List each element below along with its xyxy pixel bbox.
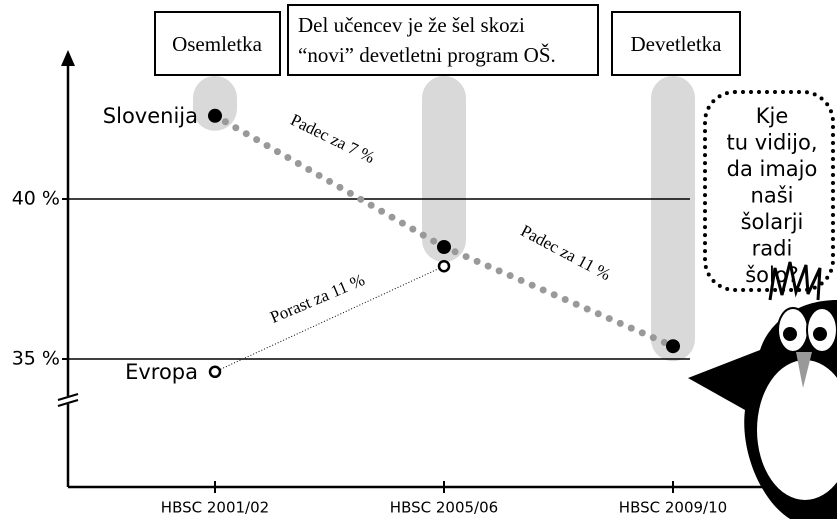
header-box bbox=[287, 4, 599, 76]
data-point bbox=[437, 259, 451, 273]
bubble-text: da imajo bbox=[727, 157, 818, 181]
y-tick-label: 35 % bbox=[12, 348, 60, 370]
annotation: Padec za 7 % bbox=[288, 110, 378, 167]
bubble-text: tu vidijo, bbox=[726, 131, 817, 155]
highlight-band bbox=[651, 76, 695, 362]
y-tick-label: 40 % bbox=[12, 188, 60, 210]
x-tick-label: HBSC 2009/10 bbox=[619, 499, 727, 517]
annotation: Padec za 11 % bbox=[518, 221, 614, 284]
speech-bubble bbox=[703, 90, 835, 292]
data-point bbox=[437, 240, 451, 254]
header-text: Osemletka bbox=[172, 32, 262, 56]
axis-break bbox=[57, 393, 79, 401]
x-tick-label: HBSC 2001/02 bbox=[161, 499, 269, 517]
axis-break bbox=[57, 399, 79, 407]
annotation: Porast za 11 % bbox=[267, 270, 367, 327]
series-label: Evropa bbox=[125, 360, 198, 384]
axis-arrow bbox=[61, 50, 75, 66]
bubble-text: Kje bbox=[756, 104, 789, 128]
header-text: Devetletka bbox=[631, 32, 723, 56]
header-box bbox=[154, 11, 281, 76]
data-point bbox=[666, 339, 680, 354]
data-point bbox=[208, 365, 222, 379]
header-text: Del učencev je že šel skozi bbox=[298, 13, 525, 37]
penguin bbox=[688, 261, 837, 519]
highlight-band bbox=[422, 76, 466, 262]
series-line bbox=[214, 265, 445, 373]
axis-break bbox=[60, 396, 76, 404]
x-tick-label: HBSC 2005/06 bbox=[390, 499, 498, 517]
bubble-text: šolarji bbox=[741, 210, 804, 234]
bubble-text: naši bbox=[751, 184, 794, 208]
data-point bbox=[208, 108, 222, 123]
series-label: Slovenija bbox=[103, 104, 198, 128]
highlight-band bbox=[193, 76, 237, 131]
header-text: “novi” devetletni program OŠ. bbox=[298, 43, 556, 67]
bubble-text: radi bbox=[752, 237, 793, 261]
header-box bbox=[611, 11, 741, 76]
